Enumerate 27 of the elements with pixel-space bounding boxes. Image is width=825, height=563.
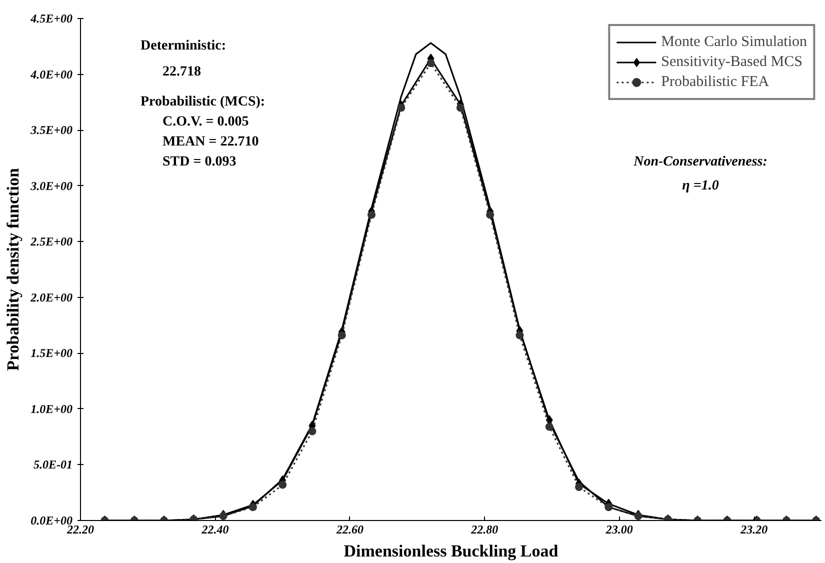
y-tick-label: 5.0E-01 [34, 458, 72, 472]
x-tick-label: 23.00 [604, 522, 633, 536]
y-tick-label: 3.0E+00 [30, 178, 72, 193]
annotation: C.O.V. = 0.005 [162, 114, 249, 130]
y-tick-label: 2.0E+00 [30, 290, 72, 304]
y-tick-label: 3.5E+00 [30, 123, 72, 138]
annotation: η =1.0 [682, 178, 719, 194]
annotation: STD = 0.093 [162, 154, 236, 170]
x-tick-label: 22.80 [470, 522, 498, 536]
y-tick-label: 4.0E+00 [30, 67, 72, 82]
annotation: Deterministic: [140, 38, 226, 54]
legend-label: Sensitivity-Based MCS [661, 54, 802, 70]
y-tick-label: 4.5E+00 [30, 12, 72, 26]
y-tick-label: 2.5E+00 [30, 234, 72, 249]
y-axis-title: Probability density function [4, 168, 23, 371]
legend-label: Monte Carlo Simulation [661, 34, 807, 50]
annotation: MEAN = 22.710 [162, 134, 259, 150]
y-tick-label: 1.5E+00 [30, 346, 72, 360]
annotation: Probabilistic (MCS): [140, 94, 266, 110]
x-axis-title: Dimensionless Buckling Load [344, 542, 559, 560]
annotation: 22.718 [162, 64, 201, 80]
x-tick-label: 23.20 [740, 522, 768, 536]
x-tick-label: 22.40 [200, 522, 229, 536]
x-tick-label: 22.60 [335, 522, 364, 536]
legend-label: Probabilistic FEA [661, 74, 770, 90]
y-tick-label: 1.0E+00 [30, 402, 72, 416]
annotation: Non-Conservativeness: [632, 154, 768, 170]
